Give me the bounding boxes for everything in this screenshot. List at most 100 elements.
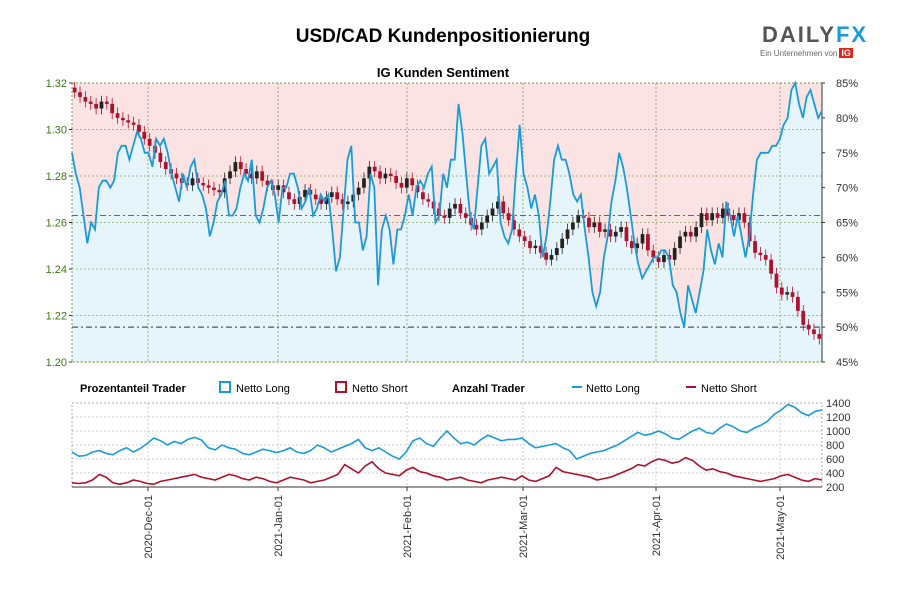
candle-body [99, 101, 104, 109]
candle-body [549, 255, 554, 260]
candle-body [410, 178, 415, 186]
candle-body [335, 192, 340, 200]
candle-body [597, 222, 602, 232]
y-right-tick-label: 70% [836, 183, 858, 195]
candle-body [104, 101, 109, 104]
candle-body [587, 217, 591, 228]
candle-body [490, 208, 495, 216]
candle-body [683, 231, 688, 237]
candle-body [629, 241, 634, 249]
candle-body [688, 231, 693, 237]
candle-body [715, 213, 720, 218]
candle-body [217, 189, 222, 193]
candle-body [785, 292, 790, 295]
candle-body [276, 185, 281, 190]
candle-body [340, 199, 345, 204]
y-right-tick-label: 85% [836, 78, 858, 90]
candle-body [319, 199, 323, 204]
candle-body [619, 227, 623, 232]
candle-body [603, 229, 607, 232]
x-tick-label: 2021-Apr-01 [651, 495, 663, 556]
candle-body [758, 252, 763, 256]
y-right-tick-label: 50% [836, 322, 858, 334]
candle-body [238, 162, 243, 170]
candle-body [233, 162, 238, 172]
lower-y-tick-label: 1000 [826, 426, 850, 438]
candle-body [522, 236, 527, 242]
candle-body [640, 234, 645, 244]
candle-body [383, 173, 388, 179]
legend-pct-short: Netto Short [352, 383, 408, 395]
candle-body [528, 241, 532, 249]
candle-body [394, 176, 398, 183]
legend-pct-long: Netto Long [236, 383, 290, 395]
legend-count-short: Netto Short [701, 383, 757, 395]
candle-body [753, 241, 757, 253]
logo-brand-main: DAILY [762, 22, 836, 47]
candle-body [517, 229, 522, 237]
legend-count-title: Anzahl Trader [452, 383, 525, 395]
candle-body [678, 236, 682, 249]
candle-body [656, 257, 661, 263]
lower-y-tick-label: 600 [826, 454, 844, 466]
candle-body [329, 192, 334, 197]
candle-body [126, 120, 131, 123]
legend-pct-short-swatch [335, 381, 347, 393]
candle-body [147, 138, 152, 146]
candle-body [228, 171, 232, 179]
candle-body [372, 166, 377, 172]
y-right-tick-label: 55% [836, 287, 858, 299]
candle-body [378, 171, 382, 179]
candle-body [362, 178, 366, 188]
candle-body [367, 166, 372, 179]
candle-body [426, 199, 431, 202]
candle-body [506, 213, 511, 221]
dailyfx-logo: DAILYFX Ein Unternehmen von IG [748, 22, 870, 66]
candle-body [512, 220, 516, 230]
candle-body [817, 334, 822, 339]
candle-body [121, 117, 125, 121]
candle-body [244, 169, 248, 174]
candle-body [346, 201, 350, 204]
lower-y-tick-label: 1200 [826, 412, 850, 424]
logo-tagline: Ein Unternehmen von IG [760, 48, 853, 58]
count-long-line [71, 403, 823, 460]
logo-wordmark: DAILYFX [762, 22, 868, 48]
candle-body [608, 229, 613, 237]
legend-count-long: Netto Long [586, 383, 640, 395]
y-right-tick-label: 60% [836, 252, 858, 264]
candle-body [769, 259, 773, 274]
candle-body [796, 296, 800, 311]
candle-body [421, 192, 425, 200]
candle-body [313, 194, 318, 200]
candle-body [142, 131, 147, 139]
candle-body [694, 227, 698, 237]
candle-body [110, 103, 115, 114]
candle-body [565, 229, 570, 239]
y-left-tick-label: 1.26 [46, 218, 67, 230]
candle-body [646, 234, 650, 251]
candle-body [737, 213, 741, 221]
candle-body [801, 310, 806, 325]
short-area [72, 83, 822, 328]
candle-body [571, 222, 575, 230]
candle-body [662, 255, 666, 263]
candle-body [479, 222, 484, 230]
lower-y-tick-label: 200 [826, 482, 844, 494]
candle-body [137, 124, 141, 132]
candle-body [576, 215, 581, 223]
candle-body [812, 329, 816, 335]
candle-body [292, 199, 297, 204]
candle-body [726, 208, 731, 216]
candle-body [388, 173, 393, 176]
candle-body [763, 255, 768, 260]
candle-body [115, 113, 120, 118]
panel-title: IG Kunden Sentiment [377, 65, 510, 80]
y-left-tick-label: 1.28 [46, 171, 67, 183]
candle-body [303, 189, 307, 197]
x-tick-label: 2021-Mar-01 [518, 495, 530, 558]
lower-y-tick-label: 1400 [826, 398, 850, 410]
price-panel: 1.32 1.30 1.28 1.26 1.24 1.22 1.20 85% 80% 75% 70%… [46, 78, 859, 369]
candle-body [88, 101, 93, 104]
candle-body [324, 196, 329, 204]
